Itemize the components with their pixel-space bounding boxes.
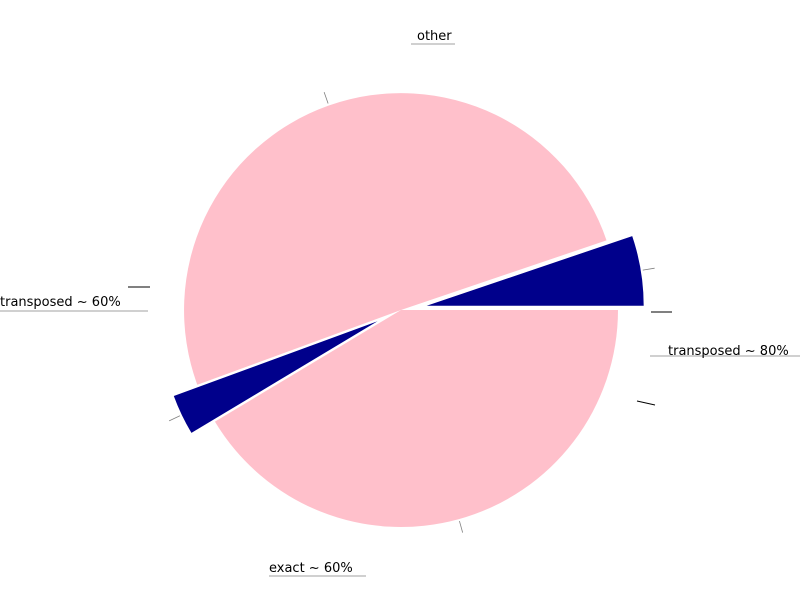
slice-label: other [417,29,452,44]
pie-slice [426,236,644,306]
pie-slice [173,321,378,433]
slice-leader-line [168,415,181,422]
slice-leader-line [642,267,655,271]
slice-label: transposed ~ 60% [0,295,121,310]
slice-label-tick [636,400,656,406]
slice-leader-line [323,92,329,104]
pie-slice [214,310,619,527]
pie-slice [184,93,607,385]
slice-label: transposed ~ 80% [668,344,789,359]
slice-leader-line [459,520,464,533]
slice-label: exact ~ 60% [269,561,353,576]
